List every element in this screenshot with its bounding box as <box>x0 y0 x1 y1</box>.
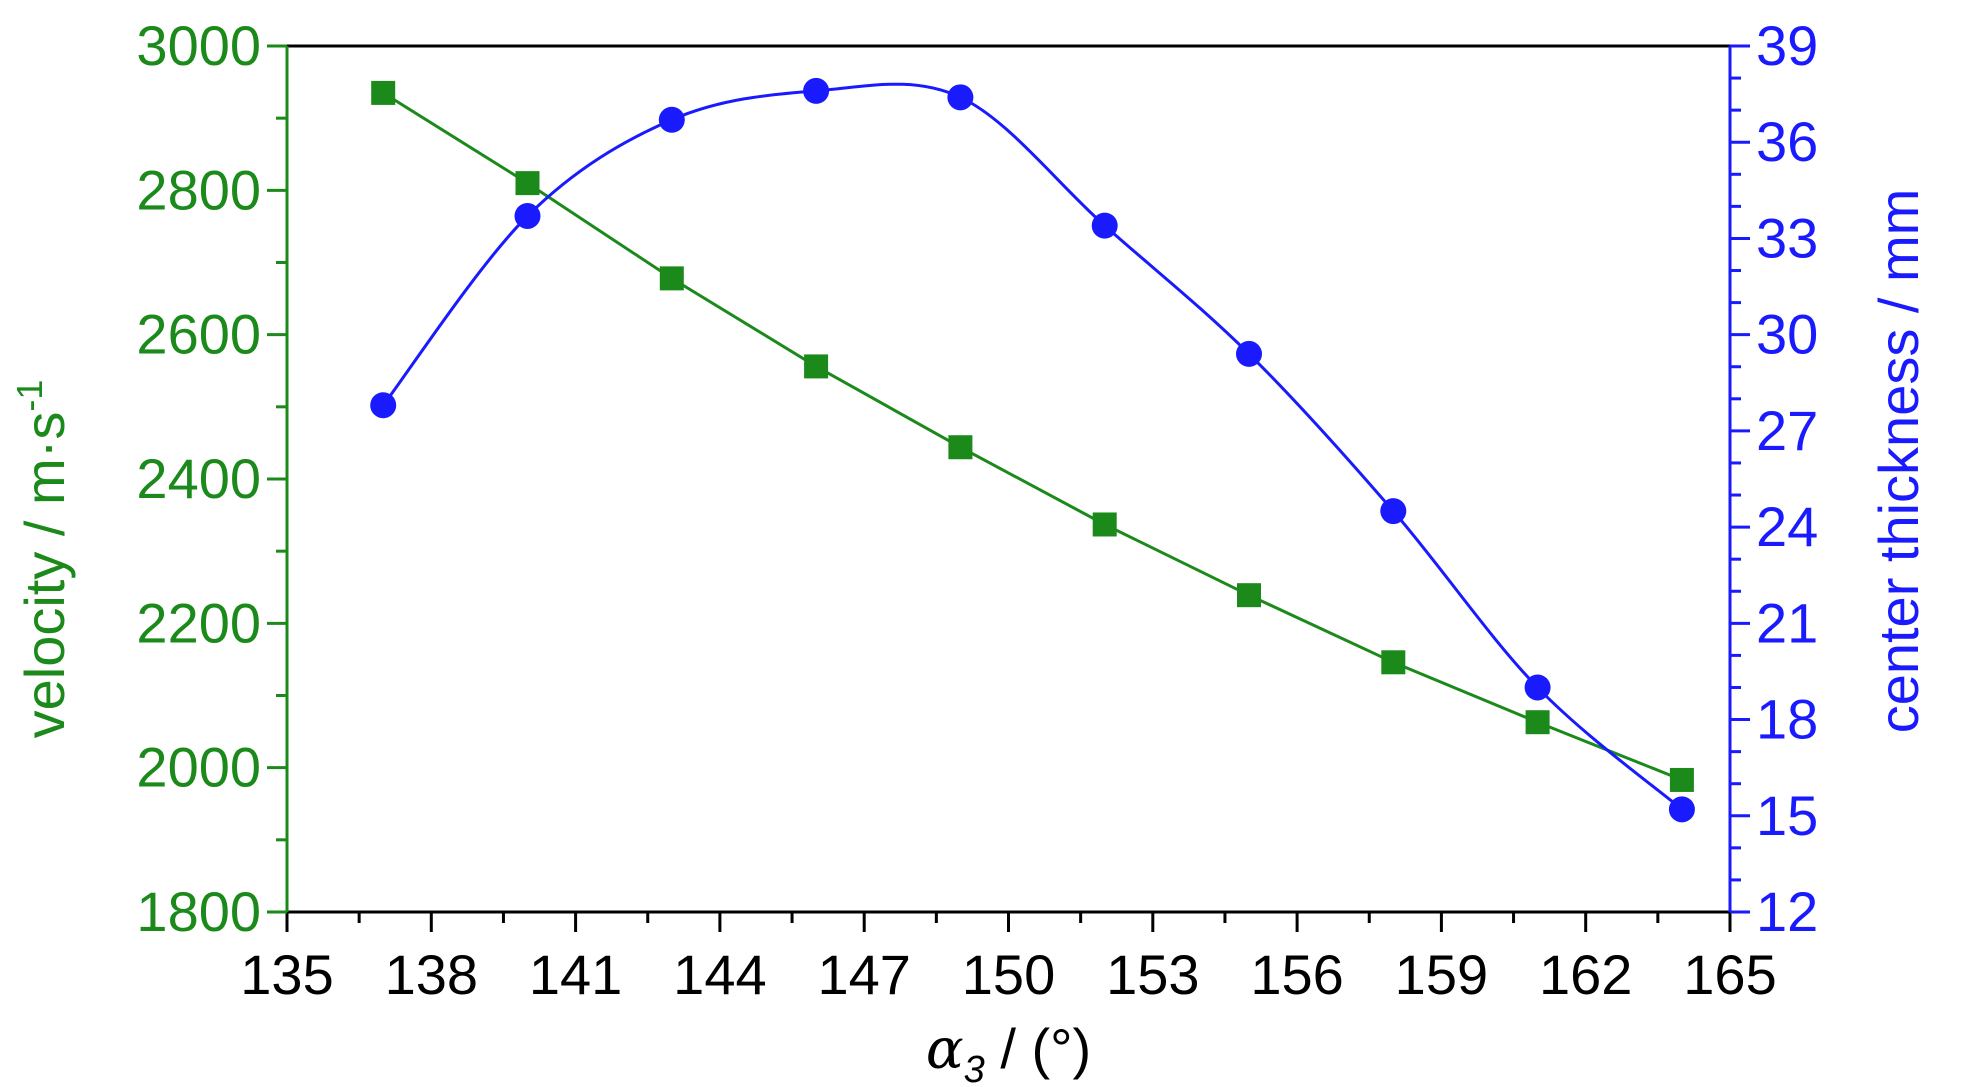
x-axis-title-subscript: 3 <box>964 1049 985 1087</box>
thickness-series-line <box>382 82 1683 811</box>
x-tick-label: 138 <box>385 943 478 1006</box>
left-y-tick-label: 2000 <box>136 736 261 799</box>
right-y-tick-label: 24 <box>1756 495 1818 558</box>
x-tick-label: 156 <box>1250 943 1343 1006</box>
thickness-data-point <box>1380 498 1407 525</box>
right-y-tick-label: 33 <box>1756 206 1818 269</box>
left-y-tick-label: 2200 <box>136 591 261 654</box>
left-y-axis-title: velocity / m·s-1 <box>9 380 76 739</box>
x-tick-label: 141 <box>529 943 622 1006</box>
right-y-axis-title: center thickness / mm <box>1867 189 1930 734</box>
right-y-tick-label: 27 <box>1756 399 1818 462</box>
axes <box>267 44 1750 932</box>
velocity-data-point <box>948 435 973 460</box>
thickness-data-point <box>1091 212 1118 239</box>
x-tick-label: 165 <box>1683 943 1776 1006</box>
right-y-tick-label: 18 <box>1756 688 1818 751</box>
right-y-tick-label: 39 <box>1756 14 1818 77</box>
thickness-data-point <box>658 106 685 133</box>
left-y-tick-label: 1800 <box>136 880 261 943</box>
right-y-tick-label: 21 <box>1756 591 1818 654</box>
x-tick-label: 144 <box>673 943 766 1006</box>
x-axis-title-symbol: α <box>926 1017 964 1082</box>
velocity-data-point <box>804 354 829 379</box>
x-tick-label: 135 <box>240 943 333 1006</box>
left-y-tick-label: 2400 <box>136 447 261 510</box>
thickness-data-point <box>947 84 974 111</box>
thickness-data-point <box>370 392 397 419</box>
series-lines <box>382 82 1683 811</box>
left-y-axis-title-main: velocity / m·s <box>13 412 76 739</box>
velocity-series-line <box>382 91 1683 782</box>
axis-labels: 135 138 141 144 147 150 153 156 159 162 1651800200… <box>9 14 1930 1087</box>
velocity-data-point <box>1669 767 1694 792</box>
x-tick-label: 153 <box>1106 943 1199 1006</box>
right-y-tick-label: 15 <box>1756 784 1818 847</box>
series-markers <box>370 77 1695 823</box>
left-y-tick-label: 2600 <box>136 303 261 366</box>
right-y-tick-label: 36 <box>1756 110 1818 173</box>
velocity-data-point <box>371 80 396 105</box>
x-tick-label: 150 <box>962 943 1055 1006</box>
right-y-tick-label: 12 <box>1756 880 1818 943</box>
x-axis-title-unit: / (°) <box>985 1017 1091 1080</box>
thickness-data-point <box>803 77 830 104</box>
thickness-data-point <box>514 202 541 229</box>
velocity-data-point <box>1381 650 1406 675</box>
velocity-data-point <box>1525 710 1550 735</box>
x-tick-label: 147 <box>817 943 910 1006</box>
velocity-data-point <box>515 171 540 196</box>
thickness-data-point <box>1524 674 1551 701</box>
left-y-tick-label: 3000 <box>136 14 261 77</box>
x-tick-label: 162 <box>1539 943 1632 1006</box>
left-y-tick-label: 2800 <box>136 158 261 221</box>
velocity-data-point <box>1092 512 1117 537</box>
thickness-data-point <box>1668 796 1695 823</box>
x-tick-label: 159 <box>1395 943 1488 1006</box>
thickness-data-point <box>1236 340 1262 367</box>
x-axis-title: α3 / (°) <box>926 1017 1091 1087</box>
velocity-data-point <box>1237 583 1261 608</box>
left-y-axis-title-superscript: -1 <box>9 380 50 412</box>
right-y-tick-label: 30 <box>1756 303 1818 366</box>
velocity-data-point <box>659 266 684 291</box>
